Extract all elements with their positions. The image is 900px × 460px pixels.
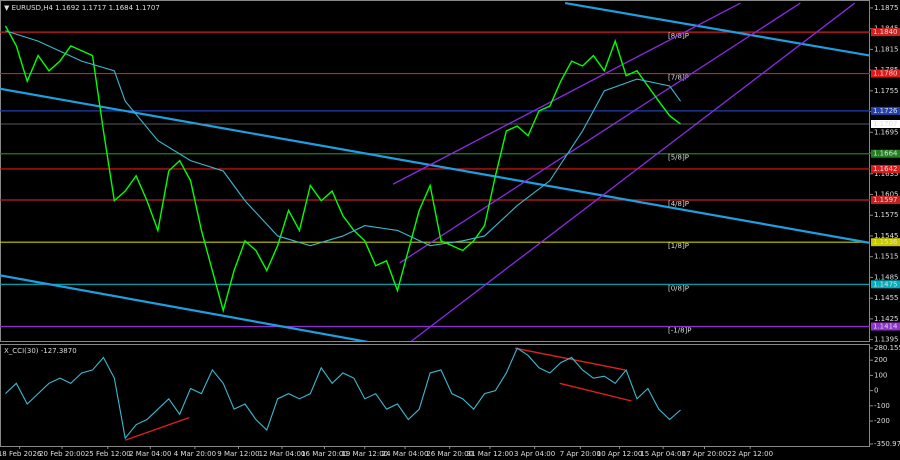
x-tick-label: 25 Feb 12:00 xyxy=(85,450,131,458)
level-label: 1.1664 xyxy=(873,150,898,158)
level-box xyxy=(871,28,900,37)
trend-line xyxy=(564,1,870,57)
level-label: 1.1597 xyxy=(873,196,898,204)
level-tag: [0/8]P xyxy=(668,284,689,292)
x-tick-label: 31 Mar 12:00 xyxy=(467,450,514,458)
y-tick-label: 1.1485 xyxy=(874,273,899,281)
x-tick-label: 7 Apr 20:00 xyxy=(560,450,601,458)
y-tick-label: 1.1455 xyxy=(874,294,899,302)
level-tag: [5/8]P xyxy=(668,154,689,162)
level-box xyxy=(871,106,900,115)
y-tick-label: 1.1575 xyxy=(874,211,899,219)
x-tick-label: 22 Apr 12:00 xyxy=(727,450,773,458)
x-tick-label: 18 Feb 2026 xyxy=(0,450,42,458)
level-tag: [4/8]P xyxy=(668,200,689,208)
level-label: 1.1840 xyxy=(873,28,898,36)
level-label: 1.1475 xyxy=(873,280,898,288)
trend-line xyxy=(399,2,801,264)
price-line xyxy=(4,25,681,314)
y-tick-label: 1.1695 xyxy=(874,128,899,136)
price-frame xyxy=(0,0,870,342)
cci-plot xyxy=(5,347,681,441)
level-tag: [8/8]P xyxy=(668,32,689,40)
y-tick-label: 0 xyxy=(874,387,878,395)
x-tick-label: 15 Apr 04:00 xyxy=(640,450,686,458)
trend-line xyxy=(0,274,369,341)
level-label: 1.1536 xyxy=(873,238,898,246)
level-label: 1.1414 xyxy=(873,322,898,330)
level-box xyxy=(871,280,900,289)
x-tick-label: 24 Mar 04:00 xyxy=(382,450,429,458)
x-tick-label: 17 Apr 20:00 xyxy=(682,450,728,458)
x-tick-label: 19 Mar 12:00 xyxy=(341,450,388,458)
y-tick-label: 1.1545 xyxy=(874,232,899,240)
level-box xyxy=(871,164,900,173)
level-box xyxy=(871,322,900,331)
y-tick-label: 280.1556 xyxy=(874,344,900,352)
level-tag: [7/8]P xyxy=(668,74,689,82)
y-tick-label: 1.1875 xyxy=(874,4,899,12)
y-tick-label: 200 xyxy=(874,356,887,364)
y-tick-label: 1.1815 xyxy=(874,45,899,53)
x-tick-label: 10 Apr 12:00 xyxy=(597,450,643,458)
level-box xyxy=(871,149,900,158)
y-tick-label: 1.1395 xyxy=(874,336,899,344)
last-price-label: 1.1707 xyxy=(873,120,898,128)
x-tick-label: 12 Mar 04:00 xyxy=(259,450,306,458)
x-tick-label: 2 Mar 04:00 xyxy=(129,450,171,458)
trend-line xyxy=(559,382,632,402)
axes: 1.18751.18451.18151.17851.17551.17251.16… xyxy=(0,4,900,458)
y-tick-label: 100 xyxy=(874,371,887,379)
trend-line xyxy=(0,87,870,244)
indicator-line xyxy=(5,347,681,440)
level-box xyxy=(871,196,900,205)
trend-line xyxy=(514,347,626,371)
y-tick-label: 1.1755 xyxy=(874,87,899,95)
trend-line xyxy=(392,2,741,185)
price-plot: [8/8]P [7/8]P [5/8]P [4/8]P [1/8]P [0/8]P [-1/… xyxy=(0,1,870,341)
trend-line xyxy=(125,416,190,441)
x-tick-label: 4 Mar 20:00 xyxy=(174,450,216,458)
level-tag: [-1/8]P xyxy=(668,326,691,334)
cci-frame xyxy=(0,344,870,447)
y-tick-label: 1.1605 xyxy=(874,190,899,198)
level-label: 1.1780 xyxy=(873,70,898,78)
y-tick-label: 1.1635 xyxy=(874,170,899,178)
chart-title: ▼ EURUSD,H4 1.1692 1.1717 1.1684 1.1707 xyxy=(4,4,160,12)
y-tick-label: 1.1425 xyxy=(874,315,899,323)
last-price-box xyxy=(871,120,900,129)
level-box xyxy=(871,69,900,78)
y-tick-label: 1.1515 xyxy=(874,253,899,261)
level-label: 1.1642 xyxy=(873,165,898,173)
x-tick-label: 3 Apr 04:00 xyxy=(514,450,555,458)
x-tick-label: 9 Mar 12:00 xyxy=(217,450,259,458)
level-label: 1.1726 xyxy=(873,107,898,115)
y-tick-label: -200 xyxy=(874,417,890,425)
level-tag: [1/8]P xyxy=(668,242,689,250)
trend-line xyxy=(411,2,856,341)
x-tick-label: 16 Mar 20:00 xyxy=(301,450,348,458)
indicator-title: X_CCI(30) -127.3870 xyxy=(4,347,77,355)
level-box xyxy=(871,238,900,247)
y-tick-label: -350.973 xyxy=(874,440,900,448)
y-tick-label: -100 xyxy=(874,402,890,410)
x-tick-label: 20 Feb 20:00 xyxy=(39,450,85,458)
x-tick-label: 26 Mar 20:00 xyxy=(426,450,473,458)
